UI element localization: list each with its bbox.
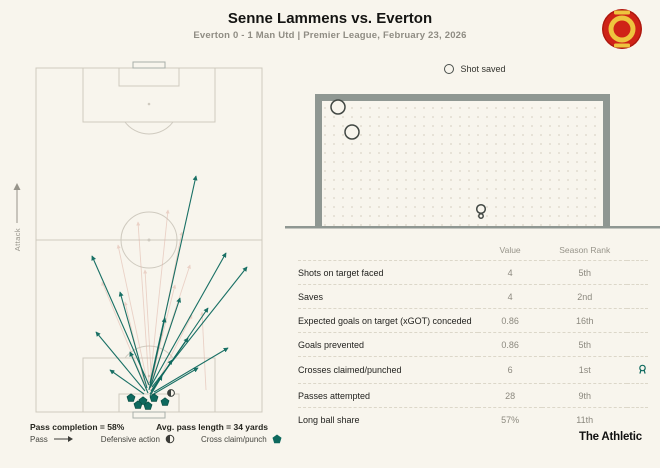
pass-completion-stat: Pass completion = 58% xyxy=(30,422,125,432)
shot-saved-label: Shot saved xyxy=(460,64,506,74)
stats-table-body: Shots on target faced 4 5th Saves 4 2nd Expect… xyxy=(298,260,648,431)
match-subtitle: Everton 0 - 1 Man Utd | Premier League, … xyxy=(193,30,467,41)
cross-claim-legend-label: Cross claim/punch xyxy=(200,434,267,444)
stats-table: Value Season Rank Shots on target faced 4… xyxy=(298,243,648,431)
column-header-value: Value xyxy=(499,245,521,255)
goal-diagram xyxy=(285,94,660,229)
goal-right-post xyxy=(603,94,610,228)
table-row: Saves 4 2nd xyxy=(298,284,648,309)
attack-arrow-icon xyxy=(13,183,21,223)
shot-saved-icon xyxy=(444,64,455,74)
goal-line xyxy=(285,226,660,229)
table-row: Passes attempted 28 9th xyxy=(298,383,648,408)
man-utd-crest-icon xyxy=(602,9,642,49)
athletic-wordmark: The Athletic xyxy=(579,431,642,443)
completed-passes xyxy=(91,175,248,397)
table-row: Crosses claimed/punched 6 1st xyxy=(298,356,648,384)
legend-item-defensive-action: Defensive action xyxy=(101,434,175,444)
award-icon xyxy=(639,364,646,374)
pass-arrow-icon xyxy=(53,436,73,442)
legend-item-pass: Pass xyxy=(30,435,75,444)
shot-saved-legend: Shot saved xyxy=(310,64,640,74)
defensive-action-icon xyxy=(165,434,175,444)
table-row: Shots on target faced 4 5th xyxy=(298,260,648,285)
table-header-row: Value Season Rank xyxy=(298,243,648,261)
pitch-markings xyxy=(35,61,263,419)
goal-left-post xyxy=(315,94,322,228)
pass-legend-label: Pass xyxy=(30,434,48,444)
pitch-pass-map xyxy=(35,61,263,419)
attack-direction: Attack xyxy=(10,183,24,251)
pitch-footer-stats: Pass completion = 58% Avg. pass length =… xyxy=(30,422,268,432)
footer-legend: Pass Defensive action Cross claim/punch xyxy=(30,434,282,444)
attack-label: Attack xyxy=(12,228,22,252)
table-row: Goals prevented 0.86 5th xyxy=(298,332,648,357)
goal-net-area xyxy=(322,101,603,226)
goal-crossbar xyxy=(315,94,610,101)
defensive-action-markers xyxy=(167,389,175,397)
avg-pass-length-stat: Avg. pass length = 34 yards xyxy=(156,422,268,432)
page-title: Senne Lammens vs. Everton xyxy=(227,10,433,27)
header: Senne Lammens vs. Everton Everton 0 - 1 … xyxy=(0,0,660,41)
cross-claim-markers xyxy=(126,393,170,410)
defensive-action-legend-label: Defensive action xyxy=(100,434,160,444)
column-header-season-rank: Season Rank xyxy=(559,245,611,255)
legend-item-cross-claim: Cross claim/punch xyxy=(201,434,282,444)
cross-claim-pentagon-icon xyxy=(272,434,282,444)
shots-saved-markers xyxy=(330,99,487,219)
table-row: Long ball share 57% 11th xyxy=(298,407,648,431)
table-row: Expected goals on target (xGOT) conceded… xyxy=(298,308,648,333)
